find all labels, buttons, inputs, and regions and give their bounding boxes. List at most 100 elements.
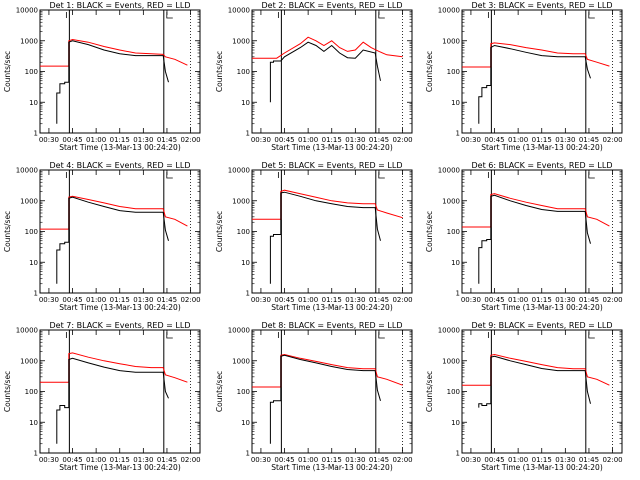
y-axis-label: Counts/sec <box>215 51 224 92</box>
panel-title: Det 1: BLACK = Events, RED = LLD <box>50 1 191 10</box>
y-tick-label: 1000 <box>232 37 250 45</box>
x-tick-label: 00:45 <box>62 136 82 144</box>
x-tick-label: 01:45 <box>579 456 599 464</box>
y-tick-label: 10000 <box>16 7 38 15</box>
y-tick-label: 100 <box>237 68 250 76</box>
panel-det-1: Det 1: BLACK = Events, RED = LLD 1 10 100 10… <box>3 1 201 152</box>
series-events-line <box>269 191 381 284</box>
x-tick-label: 01:30 <box>345 136 365 144</box>
panel-det-7: Det 7: BLACK = Events, RED = LLD 1 10 100 10… <box>3 321 201 472</box>
plot-frame <box>39 329 201 454</box>
y-tick-label: 1 <box>456 450 460 458</box>
y-tick-label: 10000 <box>16 167 38 175</box>
x-tick-label: 01:30 <box>345 456 365 464</box>
x-tick-label: 01:45 <box>579 296 599 304</box>
x-tick-label: 00:30 <box>39 296 59 304</box>
y-tick-label: 100 <box>447 388 460 396</box>
panel-title: Det 7: BLACK = Events, RED = LLD <box>50 321 191 330</box>
x-axis-label: Start Time (13-Mar-13 00:24:20) <box>59 143 181 152</box>
y-axis-label: Counts/sec <box>425 51 434 92</box>
x-tick-label: 01:00 <box>298 296 318 304</box>
series-events-line <box>478 44 591 124</box>
y-tick-label: 10000 <box>438 7 460 15</box>
y-tick-label: 1000 <box>442 197 460 205</box>
x-tick-label: 02:00 <box>602 456 622 464</box>
x-tick-label: 01:30 <box>345 296 365 304</box>
y-tick-label: 1 <box>246 290 250 298</box>
x-tick-label: 01:30 <box>555 136 575 144</box>
x-tick-label: 00:30 <box>39 136 59 144</box>
plot-frame <box>251 169 413 294</box>
y-tick-label: 10 <box>241 419 250 427</box>
panel-det-3: Det 3: BLACK = Events, RED = LLD 1 10 100 10… <box>425 1 623 152</box>
y-tick-label: 1000 <box>20 357 38 365</box>
x-tick-label: 01:45 <box>157 456 177 464</box>
x-tick-label: 01:00 <box>298 136 318 144</box>
y-tick-label: 10000 <box>228 327 250 335</box>
series-events-line <box>478 194 591 284</box>
x-tick-label: 01:15 <box>322 296 342 304</box>
interval-bracket <box>166 332 173 339</box>
y-axis-label: Counts/sec <box>3 371 12 412</box>
x-tick-label: 01:00 <box>86 136 106 144</box>
panel-det-6: Det 6: BLACK = Events, RED = LLD 1 10 100 10… <box>425 161 623 312</box>
y-axis-label: Counts/sec <box>3 51 12 92</box>
panel-det-2: Det 2: BLACK = Events, RED = LLD 1 10 100 10… <box>215 1 413 152</box>
x-tick-label: 02:00 <box>602 296 622 304</box>
series-lld-line <box>40 352 188 383</box>
y-tick-label: 100 <box>237 228 250 236</box>
x-axis-label: Start Time (13-Mar-13 00:24:20) <box>481 303 603 312</box>
plot-frame <box>461 9 623 134</box>
x-axis-label: Start Time (13-Mar-13 00:24:20) <box>271 463 393 472</box>
y-tick-label: 1000 <box>20 37 38 45</box>
plot-frame <box>251 329 413 454</box>
x-axis-label: Start Time (13-Mar-13 00:24:20) <box>59 303 181 312</box>
x-tick-label: 01:15 <box>110 296 130 304</box>
plot-frame <box>461 329 623 454</box>
x-tick-label: 01:30 <box>133 296 153 304</box>
y-tick-label: 1 <box>246 450 250 458</box>
x-tick-label: 01:00 <box>86 296 106 304</box>
interval-bracket <box>378 172 385 179</box>
x-tick-label: 00:30 <box>251 296 271 304</box>
x-tick-label: 02:00 <box>180 296 200 304</box>
panel-det-9: Det 9: BLACK = Events, RED = LLD 1 10 100 10… <box>425 321 623 472</box>
x-tick-label: 01:45 <box>157 296 177 304</box>
panel-title: Det 4: BLACK = Events, RED = LLD <box>50 161 191 170</box>
x-tick-label: 00:45 <box>62 296 82 304</box>
y-tick-label: 1 <box>34 130 38 138</box>
x-tick-label: 01:00 <box>298 456 318 464</box>
y-tick-label: 100 <box>447 228 460 236</box>
y-tick-label: 1000 <box>442 357 460 365</box>
series-events-line <box>478 355 591 408</box>
x-tick-label: 01:15 <box>532 296 552 304</box>
x-tick-label: 00:45 <box>62 456 82 464</box>
x-tick-label: 00:45 <box>274 296 294 304</box>
x-tick-label: 01:00 <box>86 456 106 464</box>
y-axis-label: Counts/sec <box>425 211 434 252</box>
series-lld-line <box>252 36 403 59</box>
x-tick-label: 00:30 <box>461 456 481 464</box>
x-tick-label: 01:45 <box>579 136 599 144</box>
y-tick-label: 10 <box>451 259 460 267</box>
y-axis-label: Counts/sec <box>215 371 224 412</box>
y-tick-label: 10000 <box>438 167 460 175</box>
x-tick-label: 02:00 <box>392 296 412 304</box>
x-tick-label: 01:00 <box>508 456 528 464</box>
x-tick-label: 02:00 <box>392 136 412 144</box>
y-tick-label: 10 <box>29 419 38 427</box>
x-tick-label: 01:30 <box>555 296 575 304</box>
interval-bracket <box>588 172 595 179</box>
series-lld-line <box>252 189 403 220</box>
series-lld-line <box>40 38 188 67</box>
y-axis-label: Counts/sec <box>215 211 224 252</box>
panel-title: Det 5: BLACK = Events, RED = LLD <box>262 161 403 170</box>
x-tick-label: 01:00 <box>508 136 528 144</box>
x-tick-label: 02:00 <box>602 136 622 144</box>
interval-bracket <box>378 332 385 339</box>
y-tick-label: 10 <box>451 419 460 427</box>
y-tick-label: 1000 <box>20 197 38 205</box>
series-lld-line <box>462 353 610 386</box>
y-tick-label: 1 <box>246 130 250 138</box>
